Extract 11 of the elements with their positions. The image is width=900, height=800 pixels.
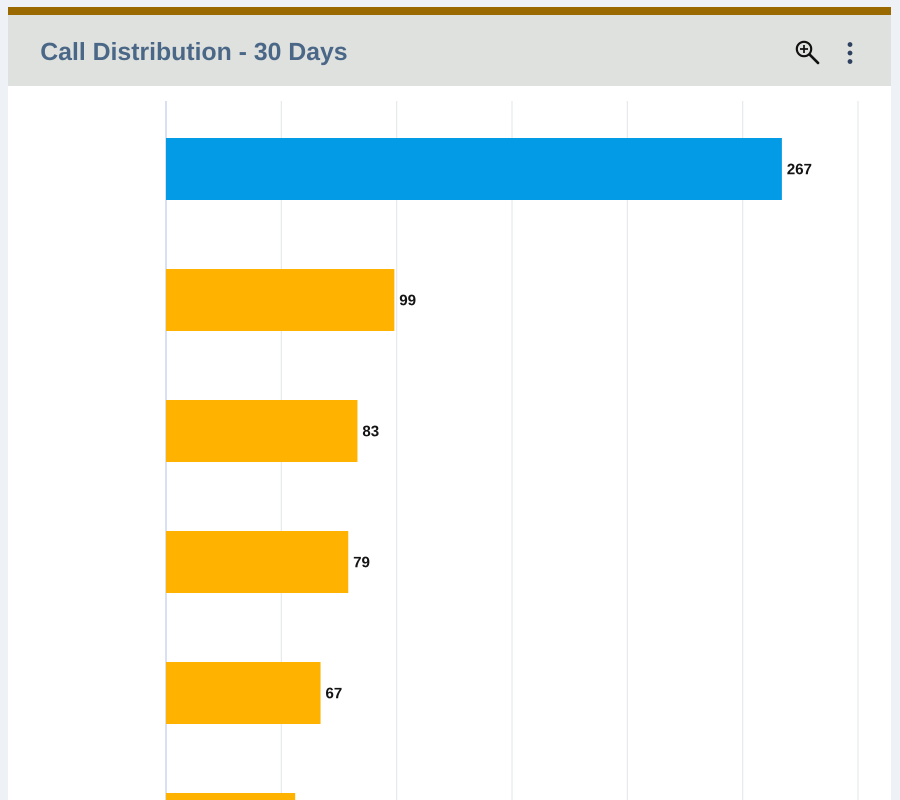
bar	[166, 400, 358, 462]
data-label: 79	[354, 556, 370, 568]
data-label: 99	[400, 294, 416, 306]
bar	[166, 662, 321, 724]
bar	[166, 138, 782, 200]
data-label: 83	[362, 426, 379, 436]
bar	[166, 531, 348, 594]
chart-title: Call Distribution - 30 Days	[41, 42, 347, 66]
data-label: 67	[326, 688, 342, 698]
bar	[166, 269, 394, 332]
data-label: 267	[787, 164, 812, 174]
